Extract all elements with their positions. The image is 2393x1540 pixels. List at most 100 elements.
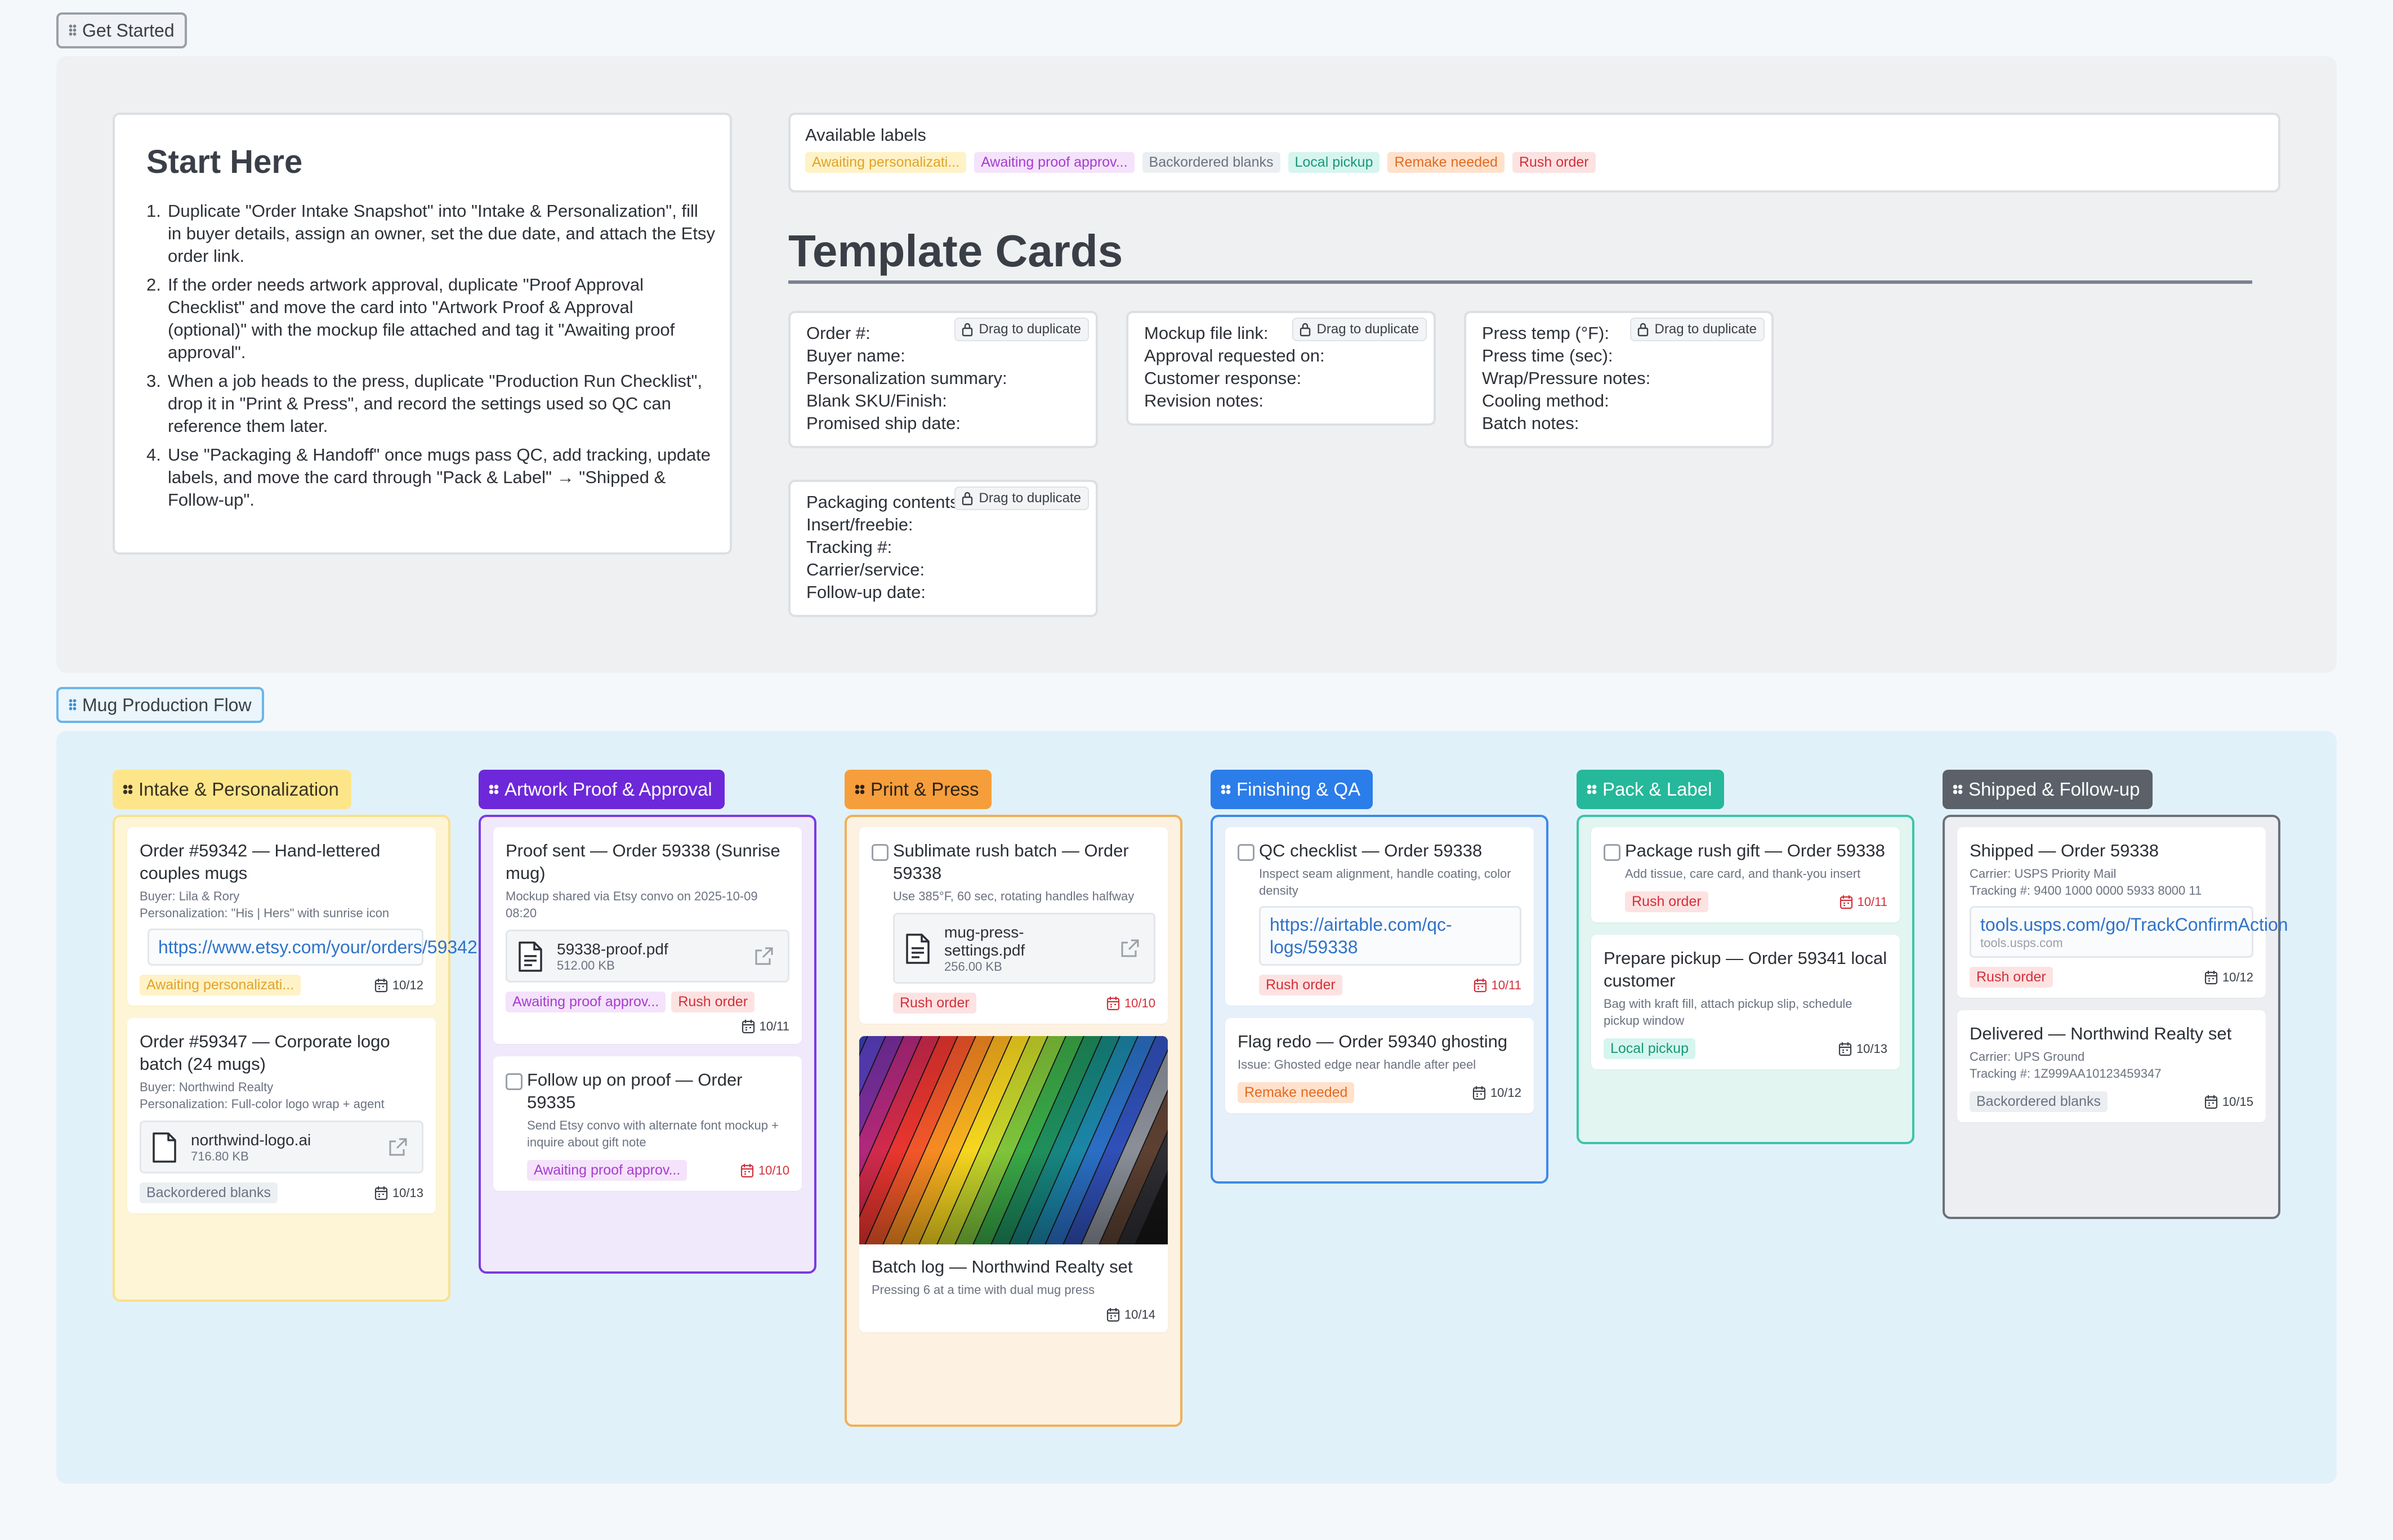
due-date[interactable]: 10/12 <box>1472 1086 1521 1100</box>
due-date-text: 10/12 <box>392 977 423 992</box>
label-chip[interactable]: Awaiting proof approv... <box>527 1160 687 1181</box>
label-chip[interactable]: Local pickup <box>1288 152 1380 173</box>
label-chip[interactable]: Backordered blanks <box>1970 1091 2108 1112</box>
label-chip[interactable]: Awaiting personalizati... <box>140 975 301 996</box>
template-field: Personalization summary: <box>806 368 1007 388</box>
label-chip[interactable]: Rush order <box>1259 975 1342 996</box>
label-chip[interactable]: Remake needed <box>1238 1082 1355 1103</box>
calendar-icon <box>374 1186 388 1200</box>
drag-to-duplicate-button[interactable]: Drag to duplicate <box>1629 318 1765 341</box>
due-date[interactable]: 10/13 <box>374 1186 423 1200</box>
template-field: Carrier/service: <box>806 560 925 579</box>
due-date[interactable]: 10/11 <box>742 1019 789 1034</box>
card-link[interactable]: https://airtable.com/qc-logs/59338 <box>1270 914 1452 957</box>
section-tab-mug-production-flow[interactable]: Mug Production Flow <box>56 687 264 723</box>
drag-grip-icon[interactable] <box>69 699 77 711</box>
link-preview[interactable]: https://airtable.com/qc-logs/59338 <box>1259 906 1521 966</box>
kanban-card[interactable]: QC checklist — Order 59338 Inspect seam … <box>1225 827 1534 1006</box>
drag-grip-icon[interactable] <box>1221 784 1231 794</box>
step-text: If the order needs artwork approval, dup… <box>168 275 675 362</box>
kanban-card[interactable]: Shipped — Order 59338 Carrier: USPS Prio… <box>1957 827 2288 998</box>
label-chip[interactable]: Remake needed <box>1387 152 1504 173</box>
drag-grip-icon[interactable] <box>1587 784 1597 794</box>
drag-to-duplicate-button[interactable]: Drag to duplicate <box>954 318 1089 341</box>
kanban-card[interactable]: Package rush gift — Order 59338 Add tiss… <box>1591 827 1900 922</box>
card-title-text: Sublimate rush batch — Order 59338 <box>893 841 1129 883</box>
colored-pencils-image <box>859 1036 1168 1244</box>
kanban-card[interactable]: Proof sent — Order 59338 (Sunrise mug) M… <box>493 827 802 1044</box>
template-card-packaging[interactable]: Drag to duplicate Packaging contents: In… <box>788 480 1098 617</box>
label-chip[interactable]: Rush order <box>893 993 976 1014</box>
due-date[interactable]: 10/15 <box>2204 1095 2253 1109</box>
due-date[interactable]: 10/10 <box>740 1163 789 1178</box>
kanban-card[interactable]: Order #59342 — Hand-lettered couples mug… <box>127 827 477 1006</box>
section-tab-get-started[interactable]: Get Started <box>56 12 187 48</box>
card-title: Batch log — Northwind Realty set <box>872 1257 1133 1276</box>
kanban-card[interactable]: Prepare pickup — Order 59341 local custo… <box>1591 935 1900 1069</box>
card-footer: Awaiting proof approv... 10/10 <box>506 1160 789 1181</box>
label-chip[interactable]: Rush order <box>1512 152 1596 173</box>
due-date[interactable]: 10/12 <box>2204 970 2253 985</box>
file-attachment[interactable]: 59338-proof.pdf 512.00 KB <box>506 930 789 983</box>
due-date[interactable]: 10/11 <box>1474 978 1521 993</box>
drag-grip-icon[interactable] <box>69 24 77 37</box>
label-chip[interactable]: Awaiting personalizati... <box>805 152 967 173</box>
label-chip[interactable]: Backordered blanks <box>140 1182 278 1203</box>
kanban-card[interactable]: Sublimate rush batch — Order 59338 Use 3… <box>859 827 1168 1024</box>
due-date[interactable]: 10/10 <box>1106 996 1155 1011</box>
label-chip[interactable]: Rush order <box>1625 891 1708 912</box>
kanban-card[interactable]: Flag redo — Order 59340 ghosting Issue: … <box>1225 1018 1534 1113</box>
link-preview[interactable]: https://www.etsy.com/your/orders/59342 <box>148 929 477 966</box>
kanban-card[interactable]: Delivered — Northwind Realty set Carrier… <box>1957 1010 2266 1122</box>
card-meta: Send Etsy convo with alternate font mock… <box>527 1118 779 1149</box>
label-chip[interactable]: Rush order <box>1970 967 2053 988</box>
column-header-pack[interactable]: Pack & Label <box>1577 770 1725 809</box>
drag-label: Drag to duplicate <box>979 490 1081 506</box>
card-footer: Rush order 10/11 <box>1604 891 1887 912</box>
column-header-print[interactable]: Print & Press <box>845 770 992 809</box>
open-external-icon[interactable] <box>387 1136 409 1158</box>
due-date[interactable]: 10/11 <box>1840 895 1887 909</box>
file-attachment[interactable]: northwind-logo.ai 716.80 KB <box>140 1121 423 1173</box>
kanban-card[interactable]: Follow up on proof — Order 59335 Send Et… <box>493 1056 802 1191</box>
task-checkbox[interactable] <box>1238 844 1254 861</box>
kanban-card[interactable]: Batch log — Northwind Realty set Pressin… <box>859 1036 1168 1332</box>
drag-grip-icon[interactable] <box>489 784 499 794</box>
open-external-icon[interactable] <box>1119 937 1141 959</box>
link-preview[interactable]: tools.usps.com/go/TrackConfirmAction too… <box>1970 906 2288 958</box>
due-date[interactable]: 10/13 <box>1838 1042 1887 1056</box>
drag-to-duplicate-button[interactable]: Drag to duplicate <box>1292 318 1427 341</box>
template-card-proof-approval[interactable]: Drag to duplicate Mockup file link: Appr… <box>1126 311 1436 426</box>
template-card-order-intake[interactable]: Drag to duplicate Order #: Buyer name: P… <box>788 311 1098 448</box>
column-header-finishing[interactable]: Finishing & QA <box>1211 770 1373 809</box>
kanban-card[interactable]: Order #59347 — Corporate logo batch (24 … <box>127 1018 436 1213</box>
task-checkbox[interactable] <box>872 844 889 861</box>
label-chip[interactable]: Local pickup <box>1604 1038 1695 1059</box>
due-date[interactable]: 10/12 <box>374 978 423 993</box>
open-external-icon[interactable] <box>753 945 775 967</box>
card-meta: Buyer: Lila & Rory <box>140 889 240 903</box>
column-header-shipped[interactable]: Shipped & Follow-up <box>1943 770 2153 809</box>
file-attachment[interactable]: mug-press-settings.pdf 256.00 KB <box>893 913 1155 984</box>
card-link[interactable]: tools.usps.com/go/TrackConfirmAction <box>1980 914 2288 935</box>
label-chip[interactable]: Awaiting proof approv... <box>974 152 1135 173</box>
template-card-production-run[interactable]: Drag to duplicate Press temp (°F): Press… <box>1464 311 1774 448</box>
column-title: Artwork Proof & Approval <box>505 779 712 800</box>
label-chip[interactable]: Awaiting proof approv... <box>506 992 666 1012</box>
drag-grip-icon[interactable] <box>1953 784 1963 794</box>
drag-grip-icon[interactable] <box>123 784 133 794</box>
card-meta: Mockup shared via Etsy convo on 2025-10-… <box>506 889 758 920</box>
card-title: Proof sent — Order 59338 (Sunrise mug) <box>506 841 780 883</box>
label-chip[interactable]: Rush order <box>671 992 755 1012</box>
drag-to-duplicate-button[interactable]: Drag to duplicate <box>954 486 1089 510</box>
column-header-artwork[interactable]: Artwork Proof & Approval <box>479 770 725 809</box>
drag-grip-icon[interactable] <box>855 784 865 794</box>
card-link[interactable]: https://www.etsy.com/your/orders/59342 <box>158 937 477 957</box>
card-meta: Personalization: "His | Hers" with sunri… <box>140 906 390 920</box>
due-date[interactable]: 10/14 <box>1106 1307 1155 1322</box>
column-header-intake[interactable]: Intake & Personalization <box>113 770 351 809</box>
step-number: 2. <box>146 275 161 294</box>
task-checkbox[interactable] <box>506 1073 523 1090</box>
label-chip[interactable]: Backordered blanks <box>1142 152 1280 173</box>
task-checkbox[interactable] <box>1604 844 1620 861</box>
